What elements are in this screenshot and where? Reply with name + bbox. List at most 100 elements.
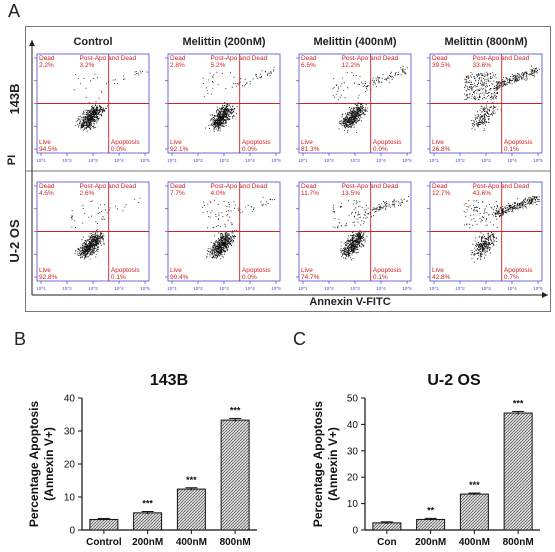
quadrant-value-apoptosis: 0.0% (242, 146, 257, 153)
quadrant-value-live: 74.7% (301, 274, 320, 281)
panel-a-frame (25, 26, 551, 312)
quadrant-value-apoptosis: 0.1% (111, 274, 126, 281)
significance-marker: *** (230, 405, 241, 415)
quadrant-label-live: Live (432, 267, 444, 274)
scatter-dots (73, 70, 148, 132)
x-tick-label: 10^1 (298, 286, 308, 291)
x-tick-label: 10^2 (193, 286, 203, 291)
x-tick-label: 10^2 (324, 286, 334, 291)
quadrant-value-live: 92.1% (170, 146, 189, 153)
x-tick-label: 10^3 (88, 286, 98, 291)
y-tick-label: 0 (69, 526, 75, 537)
quadrant-label-postapo: Post-Apo and Dead (342, 55, 399, 62)
row-label-143b: 143B (7, 83, 22, 114)
y-axis-label-line1: Percentage Apoptosis (311, 401, 325, 528)
quadrant-label-dead: Dead (432, 55, 448, 62)
panel-label-c: C (293, 329, 306, 349)
quadrant-value-postapo: 33.6% (473, 62, 492, 69)
bar (503, 412, 533, 531)
x-tick-label: 10^2 (62, 286, 72, 291)
quadrant-value-live: 92.8% (39, 274, 58, 281)
quadrant-value-postapo: 43.6% (473, 190, 492, 197)
quadrant-value-live: 42.8% (432, 274, 451, 281)
quadrant-value-apoptosis: 0.7% (504, 274, 519, 281)
row-label-u2os: U-2 OS (7, 219, 22, 263)
quadrant-value-apoptosis: 0.1% (373, 274, 388, 281)
quadrant-value-apoptosis: 0.0% (373, 146, 388, 153)
quadrant-label-dead: Dead (39, 183, 55, 190)
x-tick-label: 10^4 (114, 158, 124, 163)
x-tick-label: 10^3 (219, 286, 229, 291)
quadrant-value-dead: 7.7% (170, 190, 185, 197)
flow-column-title: Melittin (400nM) (313, 36, 396, 48)
flow-column-title: Control (73, 36, 112, 48)
quadrant-value-dead: 12.7% (432, 190, 451, 197)
x-tick-label: 10^4 (507, 158, 517, 163)
y-tick-label: 30 (347, 446, 359, 457)
x-tick-label: 10^3 (350, 158, 360, 163)
quadrant-value-live: 81.3% (301, 146, 320, 153)
quadrant-value-apoptosis: 0.0% (111, 146, 126, 153)
x-tick-label: 800nM (220, 537, 251, 548)
x-tick-label: 400nM (459, 537, 490, 548)
x-tick-label: 10^1 (36, 286, 46, 291)
quadrant-label-apoptosis: Apoptosis (504, 267, 533, 274)
scatter-dots (332, 65, 408, 133)
quadrant-label-dead: Dead (39, 55, 55, 62)
quadrant-label-dead: Dead (170, 55, 186, 62)
x-tick-label: 10^1 (167, 286, 177, 291)
quadrant-value-dead: 2.8% (170, 62, 185, 69)
x-tick-label: 10^1 (298, 158, 308, 163)
quadrant-label-dead: Dead (301, 55, 317, 62)
x-tick-label: 10^3 (481, 286, 491, 291)
y-tick-label: 20 (64, 460, 76, 471)
x-tick-label: Con (377, 537, 396, 548)
quadrant-label-postapo: Post-Apo and Dead (473, 55, 530, 62)
x-tick-label: 10^3 (219, 158, 229, 163)
scatter-dots (463, 195, 541, 263)
quadrant-value-apoptosis: 0.0% (242, 274, 257, 281)
y-tick-label: 30 (64, 427, 76, 438)
quadrant-value-live: 94.5% (39, 146, 58, 153)
x-tick-label: 10^5 (402, 286, 412, 291)
quadrant-value-live: 90.4% (170, 274, 189, 281)
bar (89, 518, 119, 531)
quadrant-label-live: Live (301, 139, 313, 146)
flow-x-axis-label: Annexin V-FITC (309, 296, 390, 308)
x-tick-label: 10^1 (36, 158, 46, 163)
quadrant-value-postapo: 5.2% (211, 62, 226, 69)
quadrant-value-postapo: 2.6% (80, 190, 95, 197)
significance-marker: *** (469, 480, 480, 490)
quadrant-label-live: Live (39, 139, 51, 146)
quadrant-label-live: Live (432, 139, 444, 146)
panel-label-b: B (14, 329, 27, 349)
panel-label-a: A (8, 1, 21, 21)
quadrant-value-dead: 2.2% (39, 62, 54, 69)
significance-marker: *** (186, 475, 197, 485)
shared-x-arrow (542, 292, 548, 298)
x-tick-label: 10^4 (507, 286, 517, 291)
x-tick-label: 10^4 (376, 286, 386, 291)
bar (459, 493, 489, 531)
quadrant-label-postapo: Post-Apo and Dead (80, 55, 137, 62)
x-tick-label: 10^2 (193, 158, 203, 163)
x-tick-label: 10^5 (271, 158, 281, 163)
quadrant-label-live: Live (170, 139, 182, 146)
x-tick-label: 200nM (132, 537, 163, 548)
flow-column-title: Melittin (800nM) (444, 36, 527, 48)
quadrant-label-postapo: Post-Apo and Dead (211, 183, 268, 190)
x-tick-label: Control (86, 537, 122, 548)
y-tick-label: 40 (347, 420, 359, 431)
y-tick-label: 10 (347, 499, 359, 510)
x-tick-label: 10^4 (245, 158, 255, 163)
quadrant-label-postapo: Post-Apo and Dead (211, 55, 268, 62)
